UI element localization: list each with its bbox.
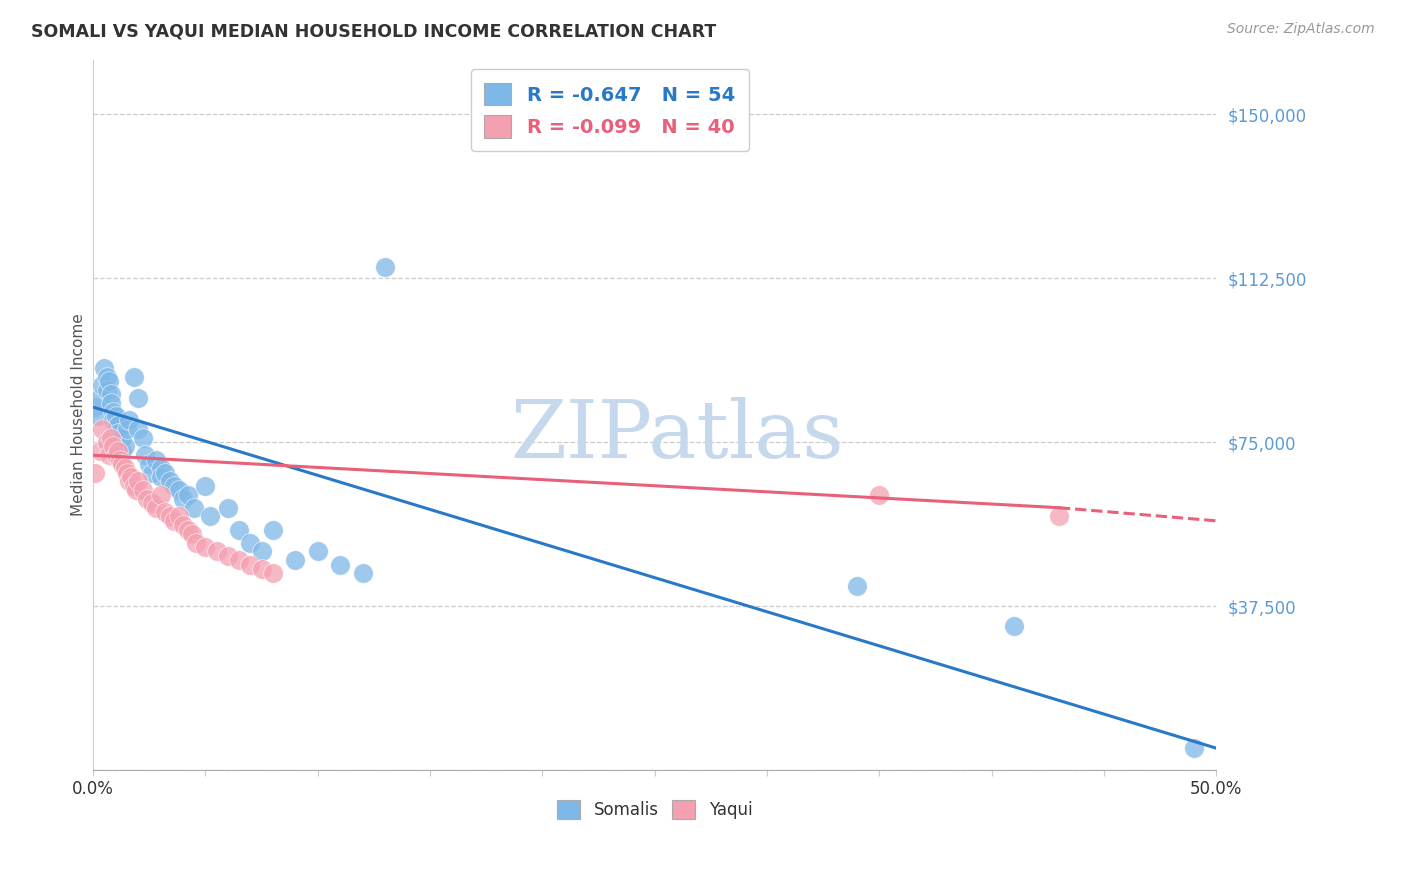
Point [89,443,111,458]
Point [228,553,250,567]
Point [172,491,194,506]
Point [84,400,107,414]
Point [239,558,262,572]
Point [111,457,134,471]
Point [127,392,149,406]
Point [167,483,190,498]
Point [262,566,284,581]
Point [149,487,172,501]
Point [100,387,122,401]
Point [149,470,172,484]
Point [167,509,190,524]
Point [163,479,186,493]
Point [91,378,114,392]
Point [145,500,167,515]
Point [84,466,107,480]
Point [149,461,172,475]
Point [141,496,163,510]
Point [118,475,141,489]
Point [127,475,149,489]
Point [153,505,176,519]
Point [97,448,120,462]
Point [89,392,111,406]
Point [100,396,122,410]
Point [284,553,307,567]
Point [198,509,221,524]
Text: SOMALI VS YAQUI MEDIAN HOUSEHOLD INCOME CORRELATION CHART: SOMALI VS YAQUI MEDIAN HOUSEHOLD INCOME … [31,22,716,40]
Point [134,448,156,462]
Point [145,452,167,467]
Point [183,500,205,515]
Point [104,409,127,423]
Point [194,479,217,493]
Point [104,422,127,436]
Point [176,523,198,537]
Point [1182,741,1205,756]
Point [329,558,352,572]
Point [262,523,284,537]
Point [176,487,198,501]
Point [239,535,262,549]
Point [115,422,138,436]
Point [172,518,194,533]
Point [91,422,114,436]
Point [205,544,228,558]
Point [868,487,890,501]
Point [111,431,134,445]
Point [181,527,204,541]
Point [97,374,120,388]
Point [1047,509,1070,524]
Legend: Somalis, Yaqui: Somalis, Yaqui [550,793,759,826]
Point [122,369,145,384]
Point [93,360,115,375]
Point [103,404,125,418]
Text: Source: ZipAtlas.com: Source: ZipAtlas.com [1227,22,1375,37]
Point [159,509,181,524]
Point [163,514,186,528]
Point [96,435,118,450]
Point [120,470,142,484]
Point [118,413,141,427]
Point [100,431,122,445]
Point [217,549,239,563]
Point [845,579,868,593]
Point [125,483,148,498]
Point [104,448,127,462]
Point [115,466,138,480]
Point [228,523,250,537]
Point [103,440,125,454]
Point [1002,618,1025,632]
Text: ZIPatlas: ZIPatlas [510,397,844,475]
Point [153,466,176,480]
Point [96,369,118,384]
Point [250,544,273,558]
Point [108,435,131,450]
Point [136,491,159,506]
Point [127,422,149,436]
Point [131,483,153,498]
Point [122,479,145,493]
Point [107,443,129,458]
Point [138,457,160,471]
Point [250,562,273,576]
Point [186,535,208,549]
Point [352,566,374,581]
Point [131,431,153,445]
Y-axis label: Median Household Income: Median Household Income [72,313,86,516]
Point [307,544,329,558]
Point [107,417,129,432]
Point [96,383,118,397]
Point [107,426,129,441]
Point [86,409,108,423]
Point [114,461,136,475]
Point [111,443,134,458]
Point [159,475,181,489]
Point [217,500,239,515]
Point [114,440,136,454]
Point [194,540,217,554]
Point [103,413,125,427]
Point [374,260,396,275]
Point [108,452,131,467]
Point [141,466,163,480]
